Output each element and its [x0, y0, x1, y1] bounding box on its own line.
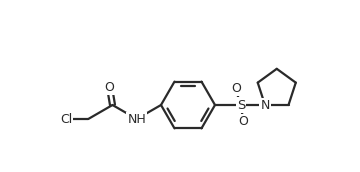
- Text: N: N: [260, 99, 270, 111]
- Text: O: O: [104, 80, 114, 94]
- Text: O: O: [238, 115, 248, 127]
- Text: O: O: [231, 82, 241, 94]
- Text: NH: NH: [127, 112, 146, 126]
- Text: S: S: [237, 99, 245, 111]
- Text: Cl: Cl: [60, 112, 72, 126]
